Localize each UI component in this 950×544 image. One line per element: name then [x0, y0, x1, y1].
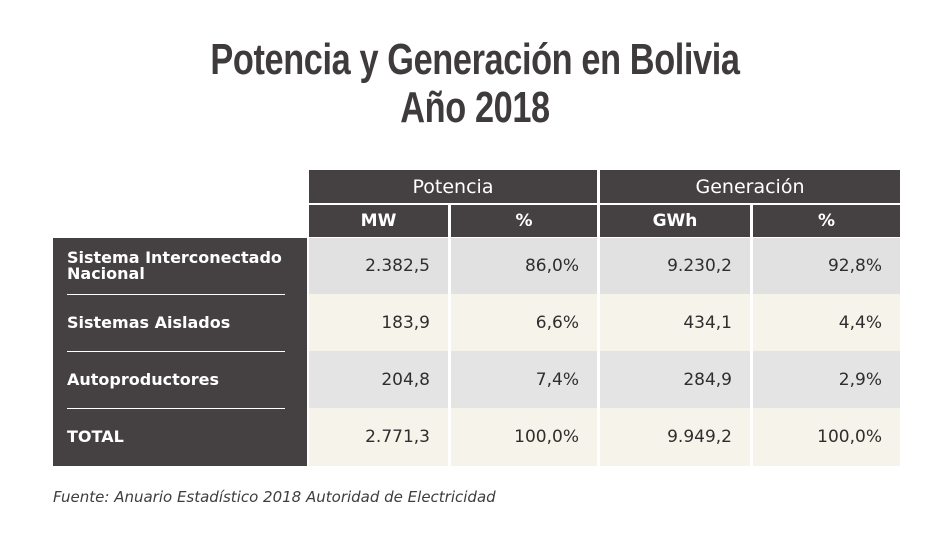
- row-separator: [67, 294, 285, 295]
- row-label: Autoproductores: [67, 369, 219, 389]
- column-header: MW: [309, 205, 448, 237]
- source-note: Fuente: Anuario Estadístico 2018 Autorid…: [53, 488, 496, 506]
- table-cell: 100,0%: [753, 408, 900, 466]
- column-divider: [597, 205, 600, 466]
- column-header: %: [451, 205, 597, 237]
- title-line: Potencia y Generación en Bolivia: [210, 35, 740, 84]
- table-cell: 9.949,2: [600, 408, 750, 466]
- table-cell: 6,6%: [451, 294, 597, 351]
- table-cell: 2.771,3: [309, 408, 448, 466]
- table-cell: 4,4%: [753, 294, 900, 351]
- table-cell: 2,9%: [753, 351, 900, 408]
- table-cell: 9.230,2: [600, 238, 750, 294]
- row-label: Sistemas Aislados: [67, 312, 231, 332]
- table-cell: 434,1: [600, 294, 750, 351]
- column-header: GWh: [600, 205, 750, 237]
- row-label: Sistema Interconectado Nacional: [67, 248, 282, 283]
- table-cell: 7,4%: [451, 351, 597, 408]
- row-separator: [67, 408, 285, 409]
- table-cell: 183,9: [309, 294, 448, 351]
- table-cell: 92,8%: [753, 238, 900, 294]
- table-cell: 284,9: [600, 351, 750, 408]
- table-cell: 204,8: [309, 351, 448, 408]
- table-cell: 100,0%: [451, 408, 597, 466]
- table-cell: 2.382,5: [309, 238, 448, 294]
- row-separator: [67, 351, 285, 352]
- column-divider: [448, 205, 451, 466]
- row-label: TOTAL: [67, 427, 124, 446]
- column-header: %: [753, 205, 900, 237]
- group-header: Generación: [600, 170, 900, 203]
- row-label-column: [53, 238, 307, 466]
- column-divider: [750, 205, 753, 466]
- group-header: Potencia: [309, 170, 597, 203]
- table-cell: 86,0%: [451, 238, 597, 294]
- title-line: Año 2018: [400, 83, 550, 132]
